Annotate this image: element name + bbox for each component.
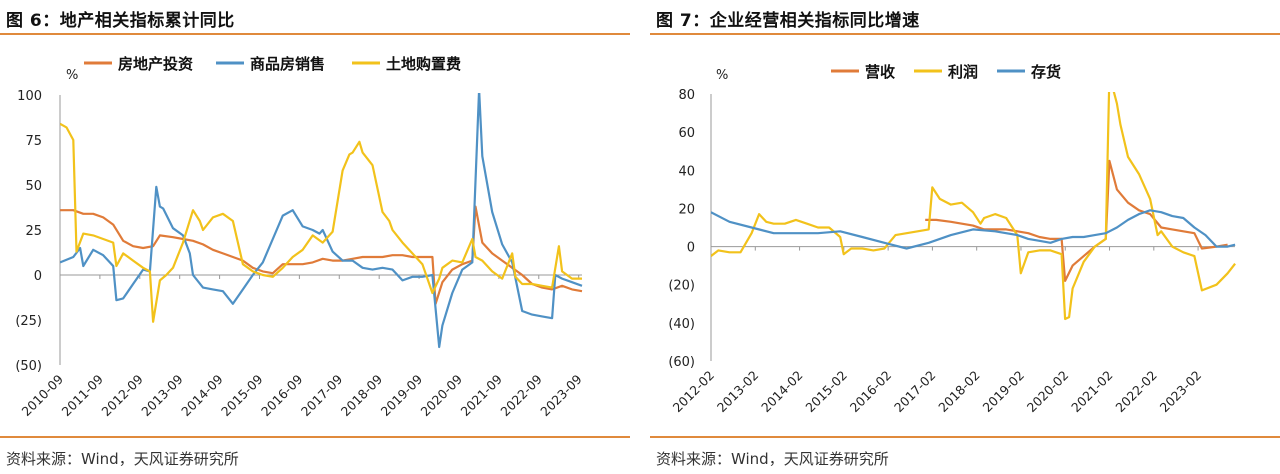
x-tick-label: 2019-02 <box>980 368 1028 416</box>
series-line-3 <box>60 122 582 323</box>
series-line-2 <box>60 93 583 349</box>
y-tick-label: 75 <box>25 134 42 149</box>
y-tick-label: 0 <box>34 269 42 284</box>
figure-panel-7: 图 7：企业经营相关指标同比增速 80 60 40 20 0 (20) (40) (60)% 2… <box>650 0 1280 474</box>
y-tick-label: 50 <box>25 179 42 194</box>
y-tick-label: 40 <box>678 164 695 179</box>
legend-label: 存货 <box>1031 63 1061 81</box>
source-divider <box>650 436 1280 438</box>
y-tick-label: (25) <box>15 314 42 329</box>
legend-label: 房地产投资 <box>118 55 193 73</box>
legend-label: 利润 <box>948 63 978 81</box>
y-tick-label: (60) <box>668 355 695 370</box>
x-tick-label: 2023-09 <box>537 371 585 419</box>
y-tick-label: (40) <box>668 317 695 332</box>
title-divider <box>650 33 1280 35</box>
x-tick-label: 2019-09 <box>378 371 426 419</box>
x-tick-label: 2014-09 <box>178 371 226 419</box>
x-tick-label: 2017-09 <box>298 371 346 419</box>
x-tick-label: 2016-09 <box>258 371 306 419</box>
y-tick-label: 60 <box>678 126 695 141</box>
chart-7-svg: 80 60 40 20 0 (20) (40) (60)% 2012-022013-022014… <box>668 63 1236 416</box>
y-tick-label: 0 <box>687 241 695 256</box>
x-tick-label: 2020-09 <box>418 371 466 419</box>
y-unit-label: % <box>66 68 78 83</box>
series-line-1 <box>925 159 1228 282</box>
y-tick-label: 80 <box>678 88 695 103</box>
x-tick-label: 2012-09 <box>98 371 146 419</box>
series-line-1 <box>60 205 583 305</box>
x-tick-label: 2010-09 <box>19 371 67 419</box>
x-tick-label: 2015-09 <box>218 371 266 419</box>
legend-label: 土地购置费 <box>386 55 461 73</box>
figure-title: 图 7：企业经营相关指标同比增速 <box>656 11 920 31</box>
legend-label: 营收 <box>865 63 895 81</box>
figure-panel-6: 图 6：地产相关指标累计同比 100 75 50 25 0 (25) (50)% 2010-0… <box>0 0 630 474</box>
x-tick-label: 2021-02 <box>1068 368 1116 416</box>
x-tick-label: 2023-02 <box>1157 368 1205 416</box>
y-unit-label: % <box>716 68 728 83</box>
x-tick-label: 2016-02 <box>847 368 895 416</box>
x-tick-label: 2015-02 <box>802 368 850 416</box>
x-tick-label: 2013-09 <box>138 371 186 419</box>
source-note: 资料来源：Wind，天风证券研究所 <box>656 450 889 468</box>
y-tick-label: (50) <box>15 359 42 374</box>
x-tick-label: 2012-02 <box>670 368 718 416</box>
y-tick-label: (20) <box>668 279 695 294</box>
source-divider <box>0 436 630 438</box>
x-tick-label: 2020-02 <box>1024 368 1072 416</box>
x-tick-label: 2014-02 <box>758 368 806 416</box>
figure-title: 图 6：地产相关指标累计同比 <box>6 11 235 31</box>
x-tick-label: 2017-02 <box>891 368 939 416</box>
series-line-2 <box>711 92 1236 321</box>
x-tick-label: 2013-02 <box>714 368 762 416</box>
x-tick-label: 2022-02 <box>1112 368 1160 416</box>
y-tick-label: 25 <box>25 224 42 239</box>
x-tick-label: 2018-02 <box>935 368 983 416</box>
y-tick-label: 20 <box>678 202 695 217</box>
x-tick-label: 2018-09 <box>338 371 386 419</box>
x-tick-label: 2022-09 <box>497 371 545 419</box>
x-tick-label: 2011-09 <box>58 371 106 419</box>
legend-label: 商品房销售 <box>250 55 325 73</box>
chart-6-svg: 100 75 50 25 0 (25) (50)% 2010-092011-092012-09… <box>15 55 585 419</box>
x-tick-label: 2021-09 <box>457 371 505 419</box>
y-tick-label: 100 <box>17 89 42 104</box>
title-divider <box>0 33 630 35</box>
series-line-3 <box>711 209 1236 250</box>
source-note: 资料来源：Wind，天风证券研究所 <box>6 450 239 468</box>
